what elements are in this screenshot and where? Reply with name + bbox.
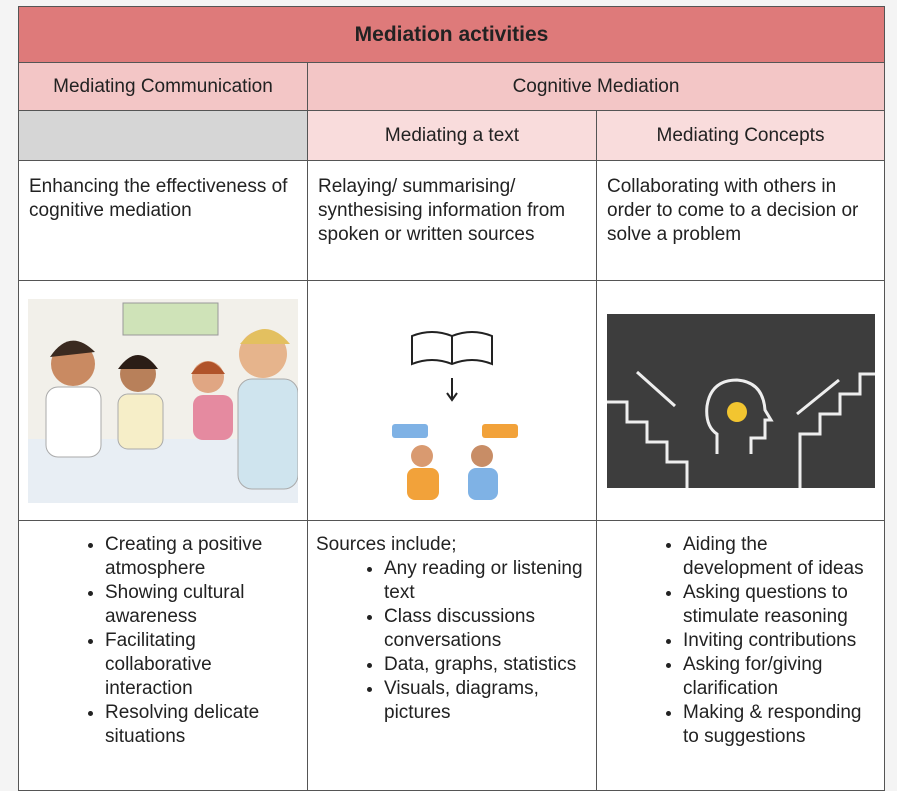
list-item: Facilitating collaborative interaction: [105, 629, 299, 701]
list-item: Data, graphs, statistics: [384, 653, 588, 677]
list-cell: Aiding the development of ideasAsking qu…: [597, 521, 885, 791]
description: Relaying/ summarising/ synthesising info…: [308, 161, 597, 281]
list-item: Resolving delicate situations: [105, 701, 299, 749]
list-item: Visuals, diagrams, pictures: [384, 677, 588, 725]
list-intro: Sources include;: [316, 534, 457, 555]
list-cell: Sources include; Any reading or listenin…: [308, 521, 597, 791]
illustration-concepts: [606, 313, 875, 488]
bullet-list: Aiding the development of ideasAsking qu…: [605, 533, 876, 749]
bullet-list: Any reading or listening textClass discu…: [316, 557, 588, 725]
column-header: Cognitive Mediation: [308, 63, 885, 111]
image-cell: [597, 281, 885, 521]
list-item: Asking questions to stimulate reasoning: [683, 581, 876, 629]
image-cell: [19, 281, 308, 521]
description: Collaborating with others in order to co…: [597, 161, 885, 281]
list-cell: Creating a positive atmosphereShowing cu…: [19, 521, 308, 791]
list-item: Any reading or listening text: [384, 557, 588, 605]
illustration-people: [28, 298, 298, 503]
empty-cell: [19, 111, 308, 161]
list-item: Inviting contributions: [683, 629, 876, 653]
list-item: Showing cultural awareness: [105, 581, 299, 629]
table-title: Mediation activities: [19, 7, 885, 63]
list-item: Asking for/giving clarification: [683, 653, 876, 701]
list-item: Creating a positive atmosphere: [105, 533, 299, 581]
list-item: Class discussions conversations: [384, 605, 588, 653]
list-item: Aiding the development of ideas: [683, 533, 876, 581]
list-item: Making & responding to suggestions: [683, 701, 876, 749]
column-header: Mediating Communication: [19, 63, 308, 111]
sub-header: Mediating Concepts: [597, 111, 885, 161]
image-cell: [308, 281, 597, 521]
mediation-table: Mediation activities Mediating Communica…: [18, 6, 885, 791]
description: Enhancing the effectiveness of cognitive…: [19, 161, 308, 281]
bullet-list: Creating a positive atmosphereShowing cu…: [27, 533, 299, 749]
sub-header: Mediating a text: [308, 111, 597, 161]
illustration-text: [392, 330, 518, 500]
